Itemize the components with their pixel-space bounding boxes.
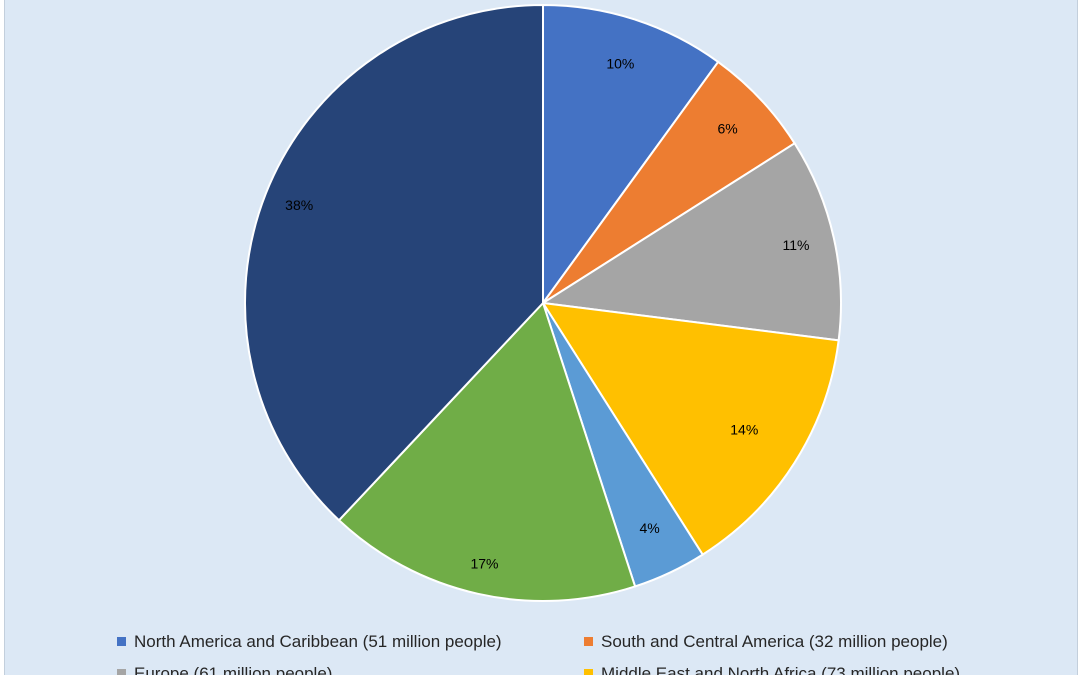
pie-slice-4 (541, 301, 840, 556)
legend-label-europe: Europe (61 million people) (134, 664, 333, 675)
pie-data-labels: 10% 6% 11% 14% 4% 17% 38% (285, 56, 809, 572)
legend-entry-europe: Europe (61 million people) (117, 664, 332, 675)
legend-label-middle-east: Middle East and North Africa (73 million… (601, 664, 961, 675)
data-label-slice-4: 14% (730, 421, 758, 437)
pie-slice-1 (542, 3, 720, 307)
pie-slices (244, 3, 842, 602)
legend-label-south-central-america: South and Central America (32 million pe… (601, 632, 948, 651)
legend-swatch-europe (117, 669, 126, 675)
data-label-slice-1: 10% (606, 56, 634, 72)
legend-swatch-north-america (117, 637, 126, 646)
pie-slice-6 (337, 301, 637, 602)
pie-slice-7 (244, 3, 544, 522)
legend-entry-middle-east: Middle East and North Africa (73 million… (584, 664, 960, 675)
data-label-slice-5: 4% (639, 520, 659, 536)
legend-swatch-south-central-america (584, 637, 593, 646)
legend-label-north-america: North America and Caribbean (51 million … (134, 632, 502, 651)
data-label-slice-3: 11% (783, 237, 810, 253)
pie-chart: 10% 6% 11% 14% 4% 17% 38% (244, 3, 842, 602)
data-label-slice-6: 17% (470, 555, 498, 571)
chart-area: 10% 6% 11% 14% 4% 17% 38% North America and Ca… (4, 0, 1078, 675)
legend-entry-north-america: North America and Caribbean (51 million … (117, 632, 502, 652)
legend-swatch-middle-east (584, 669, 593, 675)
data-label-slice-2: 6% (718, 120, 738, 136)
legend-entry-south-central-america: South and Central America (32 million pe… (584, 632, 948, 652)
data-label-slice-7: 38% (285, 197, 313, 213)
pie-slice-3 (540, 141, 842, 342)
